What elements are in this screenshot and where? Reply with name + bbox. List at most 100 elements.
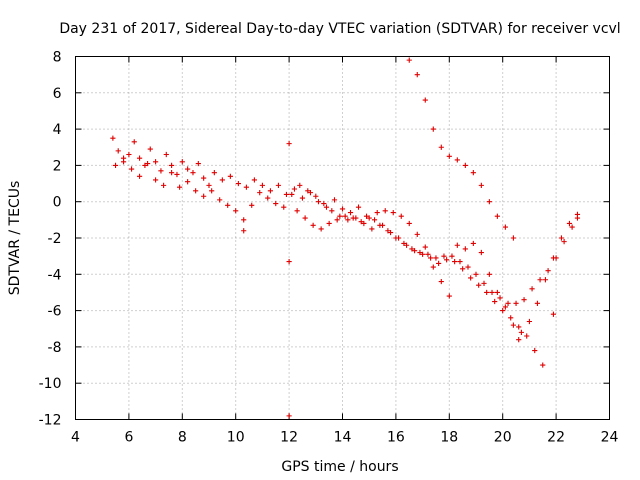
data-point — [465, 264, 471, 270]
data-point — [422, 244, 428, 250]
x-tick-label: 8 — [178, 430, 187, 446]
data-point — [513, 300, 519, 306]
data-point — [302, 215, 308, 221]
data-point — [468, 275, 474, 281]
data-point — [532, 347, 538, 354]
data-point — [438, 144, 444, 150]
data-point — [339, 206, 346, 212]
data-point — [126, 151, 132, 158]
data-point — [524, 333, 530, 339]
data-point — [331, 197, 338, 203]
data-point — [177, 184, 183, 190]
data-point — [307, 190, 314, 196]
series-isolated-points — [241, 141, 557, 419]
x-tick-label: 24 — [601, 430, 619, 446]
data-point — [291, 186, 298, 192]
data-point — [257, 190, 263, 196]
data-point — [401, 240, 407, 247]
data-point — [478, 182, 484, 188]
data-point — [494, 289, 500, 296]
data-point — [366, 215, 372, 221]
data-point — [409, 246, 415, 252]
data-point — [128, 166, 135, 172]
data-point — [478, 249, 484, 256]
data-point — [334, 217, 340, 223]
data-point — [305, 188, 311, 194]
data-point — [377, 222, 383, 228]
data-point — [193, 188, 199, 194]
data-point — [497, 295, 503, 301]
data-point — [502, 224, 508, 230]
data-point — [529, 286, 535, 292]
series-trace-C — [294, 208, 581, 335]
data-point — [508, 315, 514, 321]
data-point — [436, 260, 442, 267]
data-point — [414, 72, 420, 78]
data-point — [110, 135, 116, 141]
data-point — [283, 191, 290, 198]
data-point — [161, 182, 167, 188]
data-point — [470, 170, 476, 176]
data-point — [414, 231, 420, 237]
data-point — [382, 208, 388, 214]
data-point — [227, 173, 233, 179]
data-point — [233, 208, 239, 214]
data-point — [545, 268, 551, 274]
plot-frame — [75, 56, 610, 420]
data-point — [534, 300, 541, 306]
data-point — [337, 213, 343, 219]
data-point — [476, 282, 482, 288]
data-point — [398, 213, 404, 219]
data-point — [265, 195, 271, 201]
data-point — [294, 208, 300, 214]
data-point — [286, 413, 292, 419]
data-point — [329, 208, 335, 214]
data-point — [310, 222, 316, 228]
data-point — [454, 157, 460, 163]
data-point — [169, 170, 175, 176]
data-point — [550, 255, 557, 261]
y-tick-label: 8 — [53, 50, 62, 66]
data-point — [510, 322, 516, 328]
y-tick-label: -2 — [48, 231, 62, 247]
data-point — [428, 255, 434, 261]
data-point — [449, 253, 455, 259]
series-trace-B — [112, 155, 581, 306]
data-point — [206, 182, 212, 188]
data-point — [144, 160, 151, 167]
data-point — [350, 215, 356, 221]
data-point — [516, 337, 522, 343]
data-point — [131, 139, 137, 145]
data-point — [251, 177, 257, 183]
data-point — [273, 200, 279, 207]
data-point — [147, 146, 153, 152]
data-point — [542, 277, 549, 283]
data-point — [363, 213, 370, 219]
y-tick-label: -12 — [39, 413, 62, 429]
data-point — [243, 184, 249, 190]
data-point — [241, 217, 247, 223]
data-point — [286, 141, 292, 147]
data-point — [201, 193, 207, 199]
data-point — [321, 200, 327, 207]
data-point — [470, 240, 476, 247]
data-point — [358, 219, 364, 225]
data-point — [345, 217, 351, 223]
chart-title: Day 231 of 2017, Sidereal Day-to-day VTE… — [59, 21, 620, 37]
x-axis-label: GPS time / hours — [281, 459, 398, 475]
data-point — [574, 215, 581, 221]
data-marks — [110, 57, 581, 419]
data-point — [403, 242, 410, 248]
data-point — [174, 171, 180, 178]
x-tick-label: 12 — [280, 430, 298, 446]
data-point — [374, 209, 380, 216]
data-point — [486, 271, 492, 277]
data-point — [136, 173, 143, 179]
x-tick-label: 20 — [494, 430, 512, 446]
y-axis-label: SDTVAR / TECUs — [7, 181, 23, 296]
y-tick-label: 0 — [53, 195, 62, 211]
data-point — [153, 177, 159, 183]
data-point — [289, 191, 295, 198]
